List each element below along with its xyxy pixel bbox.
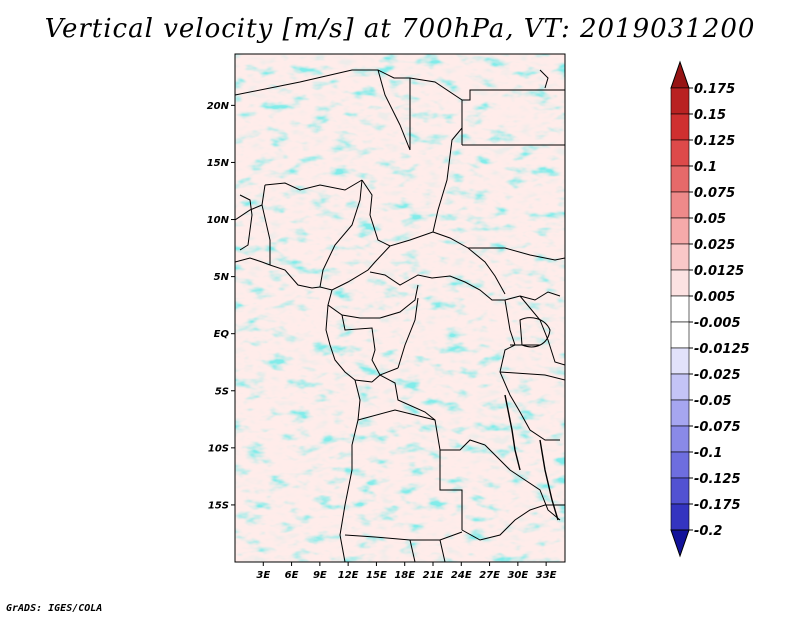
lat-tick-label: 20N <box>207 101 230 112</box>
colorbar-label: 0.15 <box>694 108 726 123</box>
lon-tick-label: 3E <box>256 570 270 581</box>
colorbar-segment <box>670 165 690 193</box>
colorbar-label: 0.075 <box>694 186 735 201</box>
lon-tick-label: 24E <box>451 570 472 581</box>
lon-tick-label: 15E <box>366 570 387 581</box>
credit-label: GrADS: IGES/COLA <box>6 603 103 614</box>
colorbar-segment <box>670 321 690 349</box>
colorbar-label: 0.05 <box>694 212 726 227</box>
colorbar-label: -0.125 <box>694 472 741 487</box>
colorbar-bottom-arrow <box>670 529 690 558</box>
lon-tick-label: 30E <box>507 570 528 581</box>
colorbar-segment <box>670 113 690 141</box>
colorbar-segment <box>670 399 690 427</box>
colorbar-label: -0.05 <box>694 394 731 409</box>
colorbar-label: -0.025 <box>694 368 741 383</box>
lat-tick-label: 5N <box>214 272 230 283</box>
colorbar-label: 0.1 <box>694 160 717 175</box>
colorbar-segment <box>670 243 690 271</box>
lat-tick-label: 10N <box>207 215 230 226</box>
lat-tick-label: 10S <box>208 443 229 454</box>
colorbar: 0.175 0.15 0.125 0.1 0.075 0.05 0.025 0.0125 0.0… <box>670 60 750 558</box>
country-borders <box>235 69 565 562</box>
colorbar-top-arrow <box>670 60 690 89</box>
lon-tick-label: 33E <box>536 570 557 581</box>
lat-tick-label: 5S <box>215 386 229 397</box>
colorbar-label: -0.075 <box>694 420 741 435</box>
colorbar-segment <box>670 425 690 453</box>
lon-tick-label: 9E <box>313 570 327 581</box>
colorbar-segment <box>670 477 690 505</box>
colorbar-segment <box>670 451 690 479</box>
colorbar-segment <box>670 191 690 219</box>
colorbar-label: 0.0125 <box>694 264 744 279</box>
lat-tick-label: EQ <box>214 329 230 340</box>
map-title: Vertical velocity [m/s] at 700hPa, VT: 2… <box>44 14 756 44</box>
colorbar-label: 0.025 <box>694 238 735 253</box>
data-field <box>235 54 565 562</box>
colorbar-label: -0.0125 <box>694 342 750 357</box>
colorbar-segment <box>670 373 690 401</box>
colorbar-segment <box>670 217 690 245</box>
lon-tick-label: 21E <box>423 570 444 581</box>
latitude-axis: 20N 15N 10N 5N EQ 5S 10S 15S <box>207 101 235 511</box>
map-frame <box>234 53 566 563</box>
colorbar-segment <box>670 139 690 167</box>
lon-tick-label: 27E <box>479 570 500 581</box>
colorbar-segment <box>670 87 690 115</box>
colorbar-label: -0.2 <box>694 524 722 539</box>
lat-tick-label: 15N <box>207 158 230 169</box>
colorbar-label: -0.175 <box>694 498 741 513</box>
colorbar-label: -0.1 <box>694 446 722 461</box>
colorbar-label: 0.175 <box>694 82 735 97</box>
lon-tick-label: 6E <box>285 570 299 581</box>
colorbar-segment <box>670 503 690 531</box>
colorbar-segment <box>670 269 690 297</box>
colorbar-segment <box>670 347 690 375</box>
colorbar-label: 0.005 <box>694 290 735 305</box>
longitude-axis: 3E 6E 9E 12E 15E 18E 21E 24E 27E 30E 33E <box>256 562 557 581</box>
colorbar-label: -0.005 <box>694 316 741 331</box>
lon-tick-label: 18E <box>394 570 415 581</box>
lon-tick-label: 12E <box>338 570 359 581</box>
lat-tick-label: 15S <box>208 500 229 511</box>
colorbar-label: 0.125 <box>694 134 735 149</box>
colorbar-segment <box>670 295 690 323</box>
